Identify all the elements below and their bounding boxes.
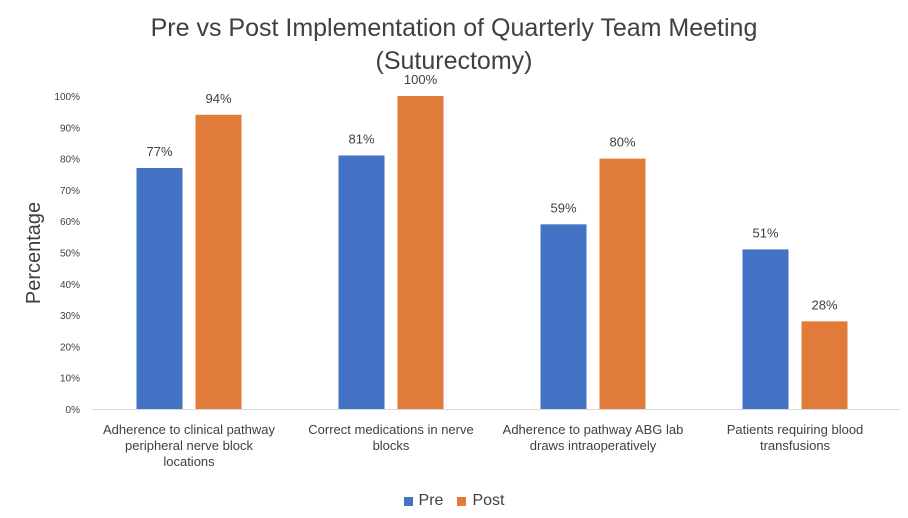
chart-title: Pre vs Post Implementation of Quarterly … — [150, 14, 758, 42]
bar-post — [397, 96, 444, 409]
y-tick-label: 10% — [60, 374, 80, 385]
y-tick-label: 0% — [66, 405, 81, 416]
x-category-label: Correct medications in nerve — [308, 422, 473, 437]
x-category-label: transfusions — [760, 438, 831, 453]
data-label-pre: 81% — [348, 131, 374, 146]
x-category-label: draws intraoperatively — [530, 438, 657, 453]
bar-pre — [136, 167, 183, 409]
y-tick-label: 50% — [60, 249, 80, 260]
x-category-label: Adherence to pathway ABG lab — [503, 422, 684, 437]
data-label-pre: 59% — [550, 200, 576, 215]
y-tick-label: 30% — [60, 311, 80, 322]
data-label-pre: 77% — [146, 144, 172, 159]
bar-pre — [540, 224, 587, 409]
legend-label-pre: Pre — [418, 492, 444, 509]
bar-post — [599, 158, 646, 409]
x-category-label: locations — [163, 454, 215, 469]
y-axis-label: Percentage — [23, 202, 45, 304]
legend-swatch-post — [457, 496, 467, 506]
chart-subtitle: (Suturectomy) — [375, 47, 533, 75]
y-tick-label: 100% — [54, 92, 80, 103]
bar-post — [195, 114, 242, 409]
y-tick-label: 40% — [60, 280, 80, 291]
data-label-post: 80% — [609, 135, 635, 150]
y-tick-label: 80% — [60, 155, 80, 166]
data-label-pre: 51% — [752, 225, 778, 240]
bar-post — [801, 321, 848, 409]
data-label-post: 28% — [811, 297, 837, 312]
x-category-label: Patients requiring blood — [727, 422, 864, 437]
x-category-label: blocks — [373, 438, 410, 453]
y-tick-label: 70% — [60, 186, 80, 197]
bar-pre — [338, 155, 385, 409]
x-category-label: Adherence to clinical pathway — [103, 422, 275, 437]
bar-pre — [742, 249, 789, 409]
data-label-post: 100% — [404, 72, 438, 87]
y-tick-label: 20% — [60, 342, 80, 353]
y-tick-label: 90% — [60, 123, 80, 134]
legend-item-pre: Pre — [403, 492, 444, 510]
x-category-label: peripheral nerve block — [125, 438, 253, 453]
data-label-post: 94% — [205, 91, 231, 106]
legend-swatch-pre — [403, 496, 413, 506]
legend-item-post: Post — [457, 492, 504, 510]
legend: Pre Post — [0, 492, 908, 510]
y-tick-label: 60% — [60, 217, 80, 228]
legend-label-post: Post — [472, 492, 505, 509]
